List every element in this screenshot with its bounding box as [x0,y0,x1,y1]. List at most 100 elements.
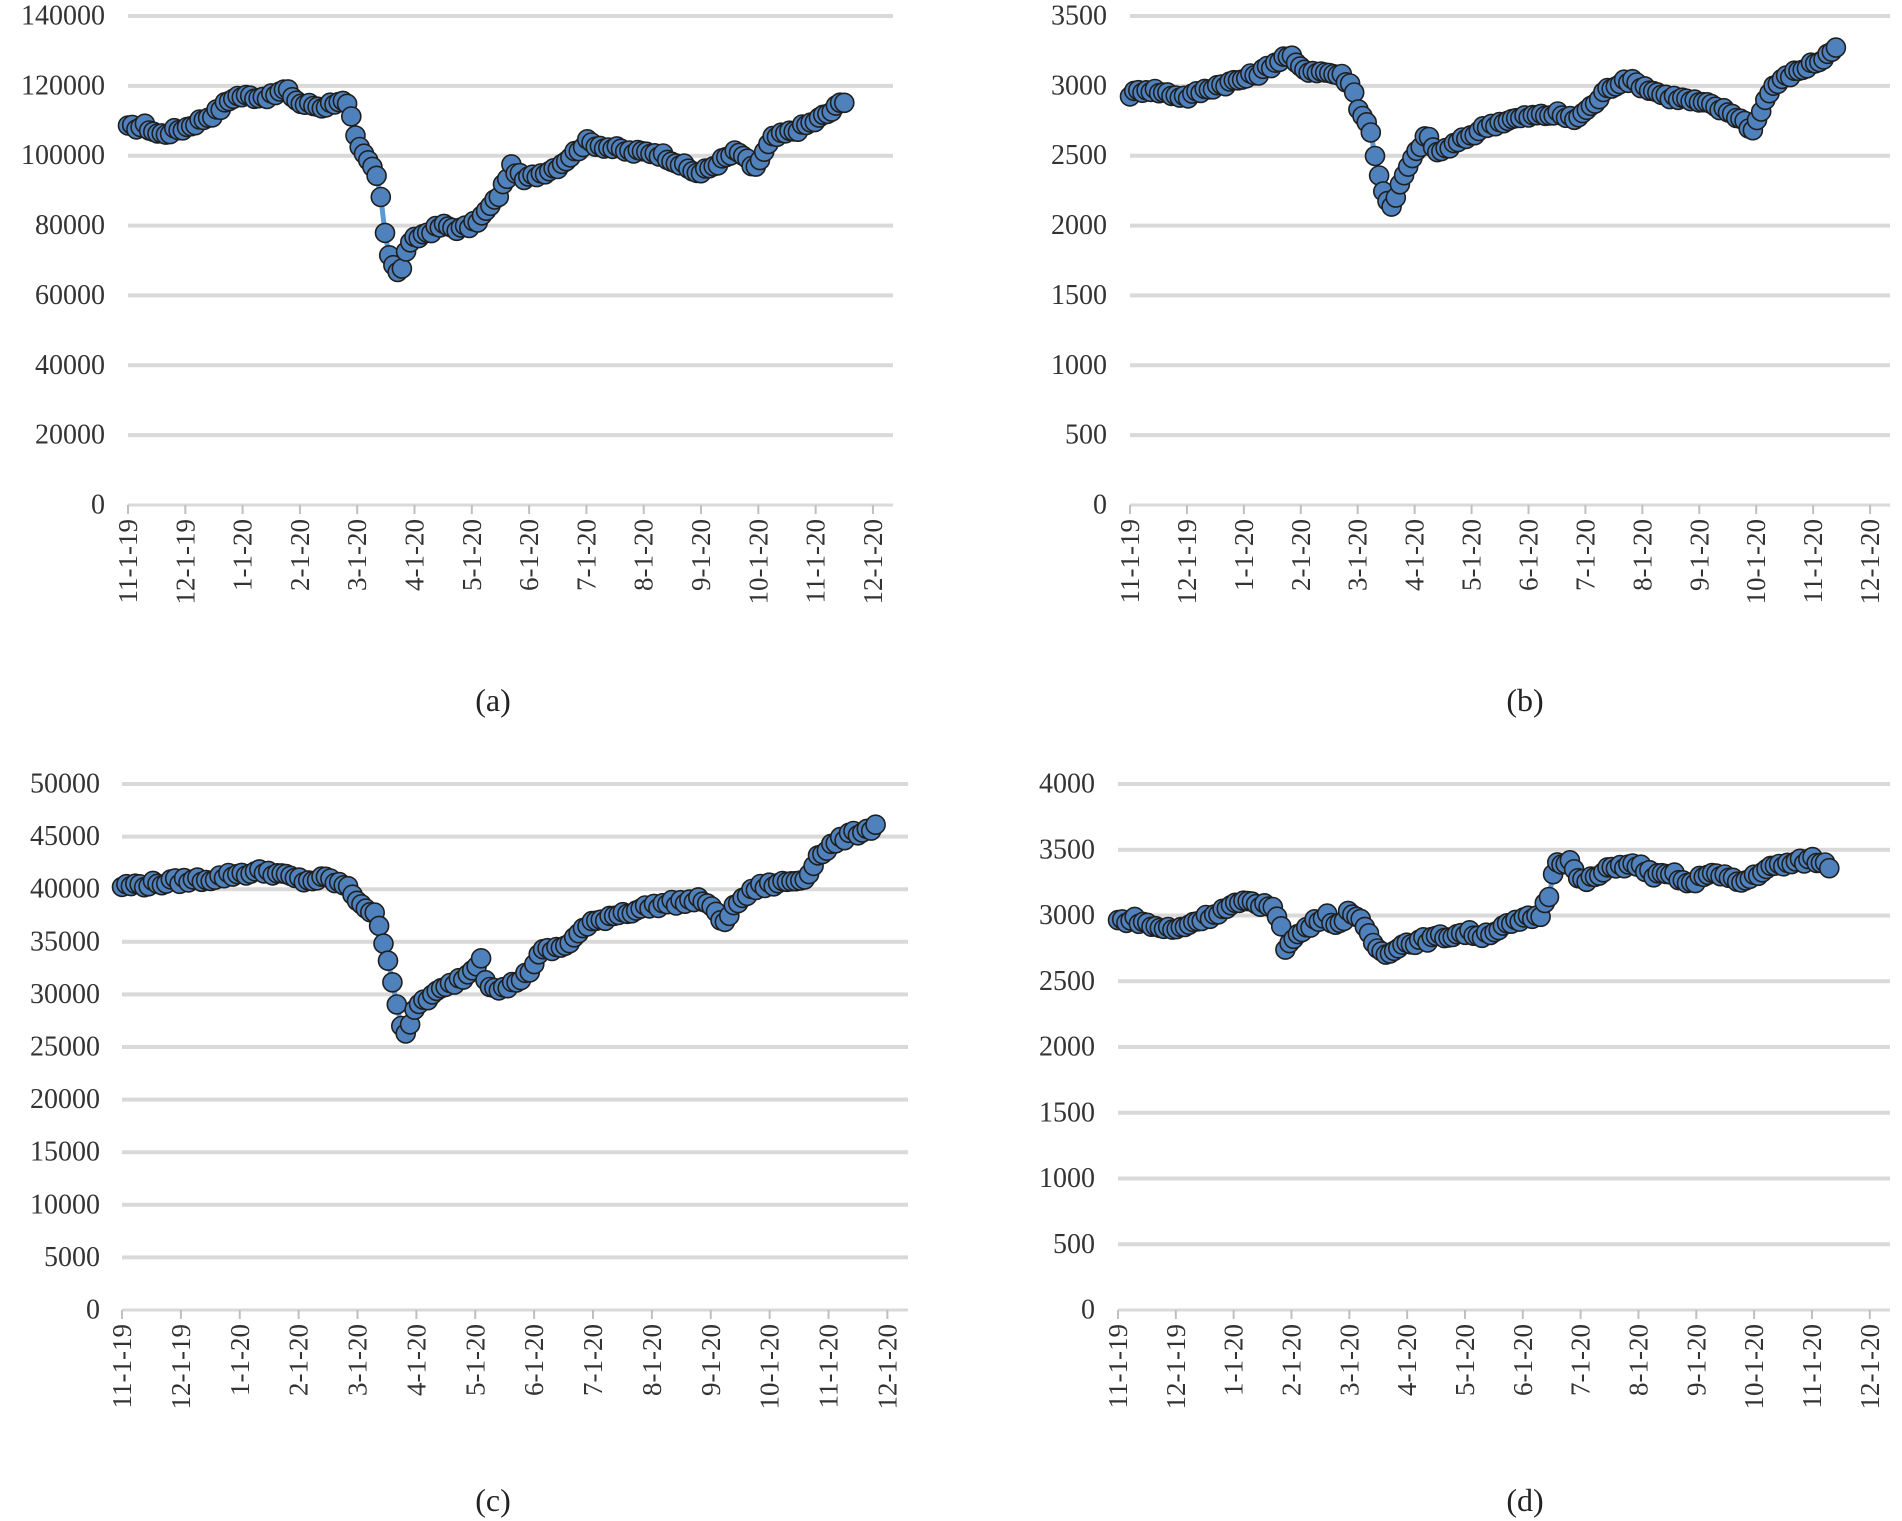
x-tick-label: 5-1-20 [457,519,487,591]
x-tick-label: 4-1-20 [1392,1324,1422,1396]
chart-panel-a: 0 20000 40000 60000 80000 100000 120000 140000 1… [21,1,893,718]
y-tick-label: 2000 [1051,210,1107,241]
x-tick-label: 5-1-20 [1450,1324,1480,1396]
chart-panel-d: 0 500 1000 1500 2000 2500 3000 3500 4000 11-1-19 1… [1039,769,1890,1518]
series-line-c [120,823,878,1036]
data-point [386,994,408,1015]
x-tick-label: 10-1-20 [755,1324,785,1409]
y-tick-label: 35000 [30,926,100,957]
data-point [1825,37,1847,58]
y-tick-label: 1000 [1039,1163,1095,1194]
chart-caption-c: (c) [475,1482,511,1518]
data-point [1819,857,1840,879]
x-tick-label: 1-1-20 [1219,1324,1249,1396]
x-tick-label: 5-1-20 [1457,519,1487,591]
data-point [1538,886,1560,908]
data-point [340,106,362,127]
x-tick-label: 1-1-20 [228,519,258,591]
x-tick-label: 4-1-20 [400,519,430,591]
x-tick-label: 2-1-20 [284,1324,314,1396]
x-tick-label: 9-1-20 [696,1324,726,1396]
series-line-a [127,86,845,275]
x-tick-label: 7-1-20 [1570,519,1600,591]
x-tick-label: 11-1-20 [1798,519,1828,603]
x-tick-label: 8-1-20 [1627,519,1657,591]
y-tick-label: 1500 [1039,1097,1095,1128]
data-point [833,92,855,114]
x-tick-label: 11-1-19 [107,1324,137,1408]
x-tick-label: 4-1-20 [1400,519,1430,591]
y-tick-label: 80000 [35,210,105,241]
x-tick-label: 11-1-19 [113,519,143,603]
y-tick-label: 120000 [21,70,105,101]
y-tick-label: 10000 [30,1189,100,1220]
y-tick-label: 15000 [30,1137,100,1168]
data-point [370,186,392,208]
x-tick-label: 12-1-20 [872,1324,902,1409]
data-point [374,222,396,244]
x-tick-label: 12-1-19 [1172,519,1202,604]
data-point [377,950,399,972]
y-tick-label: 3000 [1051,70,1107,101]
y-tick-label: 140000 [21,1,105,32]
x-tick-label: 4-1-20 [401,1324,431,1396]
x-tick-label: 6-1-20 [1514,519,1544,591]
data-point [1364,145,1386,167]
data-point [865,814,886,836]
y-tick-label: 30000 [30,979,100,1010]
y-tick-label: 0 [91,490,105,521]
y-tick-label: 0 [1093,490,1107,521]
x-tick-label: 12-1-20 [1855,519,1885,604]
x-tick-label: 7-1-20 [578,1324,608,1396]
data-point [373,933,394,954]
x-tick-label: 3-1-20 [1334,1324,1364,1396]
y-tick-label: 500 [1053,1229,1095,1260]
y-tick-label: 2500 [1039,966,1095,997]
x-tick-label: 12-1-19 [166,1324,196,1409]
x-tick-label: 11-1-19 [1103,1324,1133,1408]
y-tick-label: 2000 [1039,1032,1095,1063]
x-tick-label: 5-1-20 [460,1324,490,1396]
x-tick-label: 10-1-20 [1739,1324,1769,1409]
y-tick-label: 50000 [30,769,100,800]
chart-caption-d: (d) [1506,1482,1543,1518]
y-tick-label: 5000 [44,1242,100,1273]
x-tick-label: 11-1-20 [801,519,831,603]
y-tick-label: 0 [86,1295,100,1326]
x-tick-label: 6-1-20 [519,1324,549,1396]
y-tick-label: 40000 [30,874,100,905]
y-tick-label: 3500 [1039,834,1095,865]
data-point [1360,122,1382,143]
y-tick-label: 500 [1065,420,1107,451]
y-tick-label: 25000 [30,1032,100,1063]
x-tick-label: 3-1-20 [342,519,372,591]
data-point [368,915,390,937]
x-tick-label: 11-1-19 [1115,519,1145,603]
data-point [470,947,492,969]
y-tick-label: 3000 [1039,900,1095,931]
x-tick-label: 2-1-20 [1276,1324,1306,1396]
x-tick-label: 10-1-20 [743,519,773,604]
y-tick-label: 20000 [35,420,105,451]
chart-caption-b: (b) [1506,682,1543,718]
x-tick-label: 2-1-20 [1286,519,1316,591]
y-tick-label: 100000 [21,140,105,171]
x-tick-label: 9-1-20 [686,519,716,591]
x-tick-label: 12-1-19 [170,519,200,604]
x-tick-label: 10-1-20 [1741,519,1771,604]
x-tick-label: 8-1-20 [629,519,659,591]
y-tick-label: 0 [1081,1295,1095,1326]
y-tick-label: 4000 [1039,769,1095,800]
x-tick-label: 6-1-20 [514,519,544,591]
x-tick-label: 1-1-20 [1229,519,1259,591]
x-tick-label: 1-1-20 [225,1324,255,1396]
x-tick-label: 8-1-20 [637,1324,667,1396]
x-tick-label: 2-1-20 [285,519,315,591]
y-tick-label: 3500 [1051,1,1107,32]
data-point [366,165,387,187]
x-tick-label: 7-1-20 [571,519,601,591]
x-tick-label: 3-1-20 [343,1324,373,1396]
y-tick-label: 20000 [30,1084,100,1115]
x-tick-label: 12-1-20 [858,519,888,604]
